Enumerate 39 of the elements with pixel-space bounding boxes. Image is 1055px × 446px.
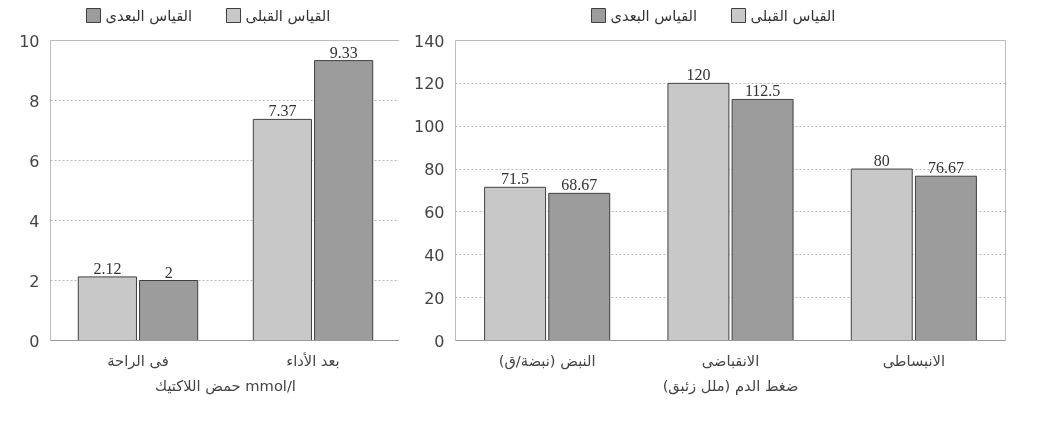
y-tick-label: 140 (413, 31, 445, 51)
data-label: 80 (873, 152, 890, 170)
legend-label: القياس البعدى (105, 7, 193, 25)
bar (77, 276, 137, 341)
data-label: 112.5 (744, 82, 781, 100)
data-label: 120 (686, 66, 711, 84)
x-tick-label: فى الراحة (107, 351, 169, 370)
y-tick-label: 10 (19, 31, 40, 51)
y-tick-label: 100 (413, 117, 445, 137)
x-tick-label: النبض (نبضة/ق) (498, 351, 596, 370)
y-tick-label: 20 (424, 288, 445, 308)
data-label: 2 (164, 263, 173, 281)
x-tick-label: بعد الأداء (286, 351, 340, 369)
data-label: 9.33 (329, 43, 358, 61)
y-tick-label: 0 (434, 331, 445, 351)
x-tick-label: الانبساطى (882, 351, 946, 369)
legend-label: القياس القبلى (245, 7, 331, 25)
y-tick-label: 4 (29, 211, 40, 231)
x-axis-title: حمض اللاكتيك mmol/l (155, 376, 296, 395)
data-label: 68.67 (561, 176, 598, 194)
legend-label: القياس البعدى (610, 7, 698, 25)
data-label: 76.67 (927, 159, 964, 177)
x-axis-title: ضغط الدم (ملل زئبق) (662, 376, 799, 395)
x-tick-label: الانقباضى (701, 351, 760, 369)
bar (484, 186, 547, 341)
y-tick-label: 8 (29, 91, 40, 111)
bar (252, 118, 312, 341)
legend-label: القياس القبلى (750, 7, 836, 25)
y-tick-label: 0 (29, 331, 40, 351)
data-label: 71.5 (501, 170, 530, 188)
data-label: 7.37 (268, 102, 297, 120)
y-tick-label: 40 (424, 245, 445, 265)
y-tick-label: 6 (29, 151, 40, 171)
bar (850, 168, 913, 341)
y-tick-label: 80 (424, 160, 445, 180)
data-label: 2.12 (93, 259, 122, 277)
y-tick-label: 2 (29, 271, 40, 291)
y-tick-label: 60 (424, 202, 445, 222)
y-tick-label: 120 (413, 74, 445, 94)
